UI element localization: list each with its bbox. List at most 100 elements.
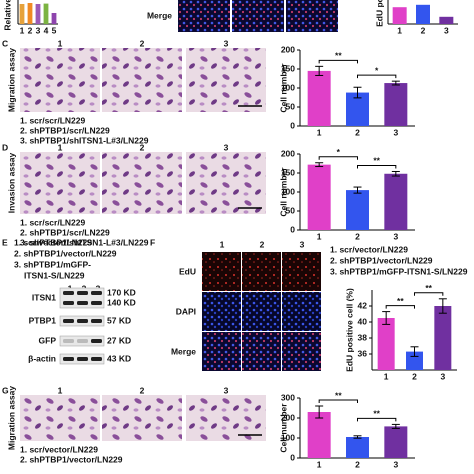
bar bbox=[346, 190, 369, 230]
x-tick-label: 3 bbox=[36, 25, 41, 35]
band bbox=[77, 291, 88, 295]
column-label: 3 bbox=[300, 239, 305, 249]
y-tick-label: 36 bbox=[358, 348, 368, 358]
column-label: 3 bbox=[224, 38, 229, 48]
band bbox=[77, 357, 88, 361]
y-axis-label: EdU po bbox=[374, 0, 384, 27]
bar bbox=[384, 173, 408, 230]
significance-bracket bbox=[318, 156, 358, 160]
x-tick-label: 3 bbox=[393, 231, 398, 241]
band bbox=[77, 301, 88, 305]
legend-text: 2. shPTBP1/scr/LN229 bbox=[20, 227, 110, 237]
y-tick-label: 0 bbox=[290, 452, 295, 462]
significance-label: * bbox=[337, 147, 341, 157]
bar bbox=[416, 4, 430, 25]
bar bbox=[439, 16, 454, 24]
legend-text: 3. shPTBP1/mGFP- bbox=[14, 259, 91, 269]
row-label: DAPI bbox=[176, 306, 196, 316]
row-label: Merge bbox=[171, 346, 196, 356]
side-label: Migration assay bbox=[6, 386, 16, 451]
bar bbox=[307, 164, 331, 230]
x-tick-label: 1 bbox=[317, 127, 322, 137]
band bbox=[63, 319, 74, 323]
micrograph bbox=[186, 48, 266, 112]
y-axis-label: Relative l bbox=[2, 0, 12, 31]
legend-text: 2. shPTBP1/scr/LN229 bbox=[20, 125, 110, 135]
bar bbox=[19, 4, 25, 24]
micrograph bbox=[202, 332, 241, 371]
bar bbox=[35, 4, 41, 24]
x-tick-label: 1 bbox=[317, 459, 322, 469]
bar bbox=[43, 3, 49, 24]
significance-bracket bbox=[357, 164, 397, 169]
y-axis-label: Cell number bbox=[278, 63, 288, 113]
micrograph bbox=[186, 395, 266, 441]
size-label: 27 KD bbox=[107, 335, 131, 345]
bar bbox=[51, 13, 57, 24]
band bbox=[63, 357, 74, 361]
x-tick-label: 2 bbox=[412, 371, 417, 381]
column-label: 3 bbox=[224, 385, 229, 395]
blot-label: GFP bbox=[39, 335, 57, 345]
bar bbox=[392, 7, 407, 24]
y-tick-label: 150 bbox=[281, 167, 295, 177]
y-axis-label: EdU positive cell (%) bbox=[344, 288, 354, 372]
micrograph bbox=[202, 252, 241, 291]
micrograph bbox=[242, 252, 281, 291]
size-label: 57 KD bbox=[107, 315, 131, 325]
blot-label: ITSN1 bbox=[32, 292, 56, 302]
x-tick-label: 3 bbox=[440, 371, 445, 381]
significance-bracket bbox=[385, 305, 415, 309]
x-tick-label: 1 bbox=[384, 371, 389, 381]
x-tick-label: 2 bbox=[355, 459, 360, 469]
size-label: 170 KD bbox=[107, 287, 136, 297]
micrograph bbox=[242, 292, 281, 331]
column-label: 2 bbox=[260, 239, 265, 249]
band bbox=[63, 301, 74, 305]
band bbox=[91, 339, 102, 343]
legend-text: ITSN1-S/LN229 bbox=[24, 270, 85, 280]
micrograph bbox=[178, 0, 230, 32]
band bbox=[91, 291, 102, 295]
bar bbox=[346, 437, 369, 458]
panel-letter: C bbox=[2, 38, 8, 48]
row-label: EdU bbox=[179, 266, 196, 276]
band bbox=[77, 339, 88, 343]
bar bbox=[377, 318, 395, 370]
side-label: Migration assay bbox=[6, 48, 16, 113]
micrograph bbox=[20, 395, 100, 441]
legend-text: 2. shPTBP1/vector/LN229 bbox=[14, 248, 117, 258]
micrograph bbox=[282, 292, 321, 331]
band bbox=[91, 319, 102, 323]
x-tick-label: 2 bbox=[421, 25, 426, 35]
side-label: Invasion assay bbox=[6, 152, 16, 213]
y-tick-label: 42 bbox=[358, 300, 368, 310]
band bbox=[63, 339, 74, 343]
legend-text: 3. shPTBP1/shITSN1-L#3/LN229 bbox=[20, 237, 149, 247]
micrograph bbox=[202, 292, 241, 331]
micrograph bbox=[242, 332, 281, 371]
bar bbox=[406, 351, 423, 370]
y-tick-label: 0 bbox=[290, 224, 295, 234]
bar bbox=[384, 426, 408, 458]
micrograph bbox=[186, 152, 266, 214]
micrograph bbox=[286, 0, 338, 32]
significance-label: ** bbox=[397, 296, 404, 306]
significance-label: ** bbox=[373, 409, 380, 419]
legend-text: 1. scr/vector/LN229 bbox=[330, 244, 408, 254]
significance-label: ** bbox=[425, 283, 432, 293]
blot-label: PTBP1 bbox=[29, 315, 57, 325]
column-label: 3 bbox=[224, 142, 229, 152]
panel-letter: G bbox=[2, 385, 9, 395]
significance-label: ** bbox=[373, 156, 380, 166]
significance-label: * bbox=[375, 65, 379, 75]
x-tick-label: 2 bbox=[355, 231, 360, 241]
panel-letter: E bbox=[2, 237, 8, 247]
significance-bracket bbox=[318, 399, 358, 403]
legend-text: 2. shPTBP1/vector/LN229 bbox=[330, 255, 433, 265]
size-label: 140 KD bbox=[107, 297, 136, 307]
bar bbox=[384, 83, 408, 126]
column-label: 2 bbox=[140, 385, 145, 395]
significance-bracket bbox=[357, 74, 397, 79]
column-label: 2 bbox=[140, 142, 145, 152]
